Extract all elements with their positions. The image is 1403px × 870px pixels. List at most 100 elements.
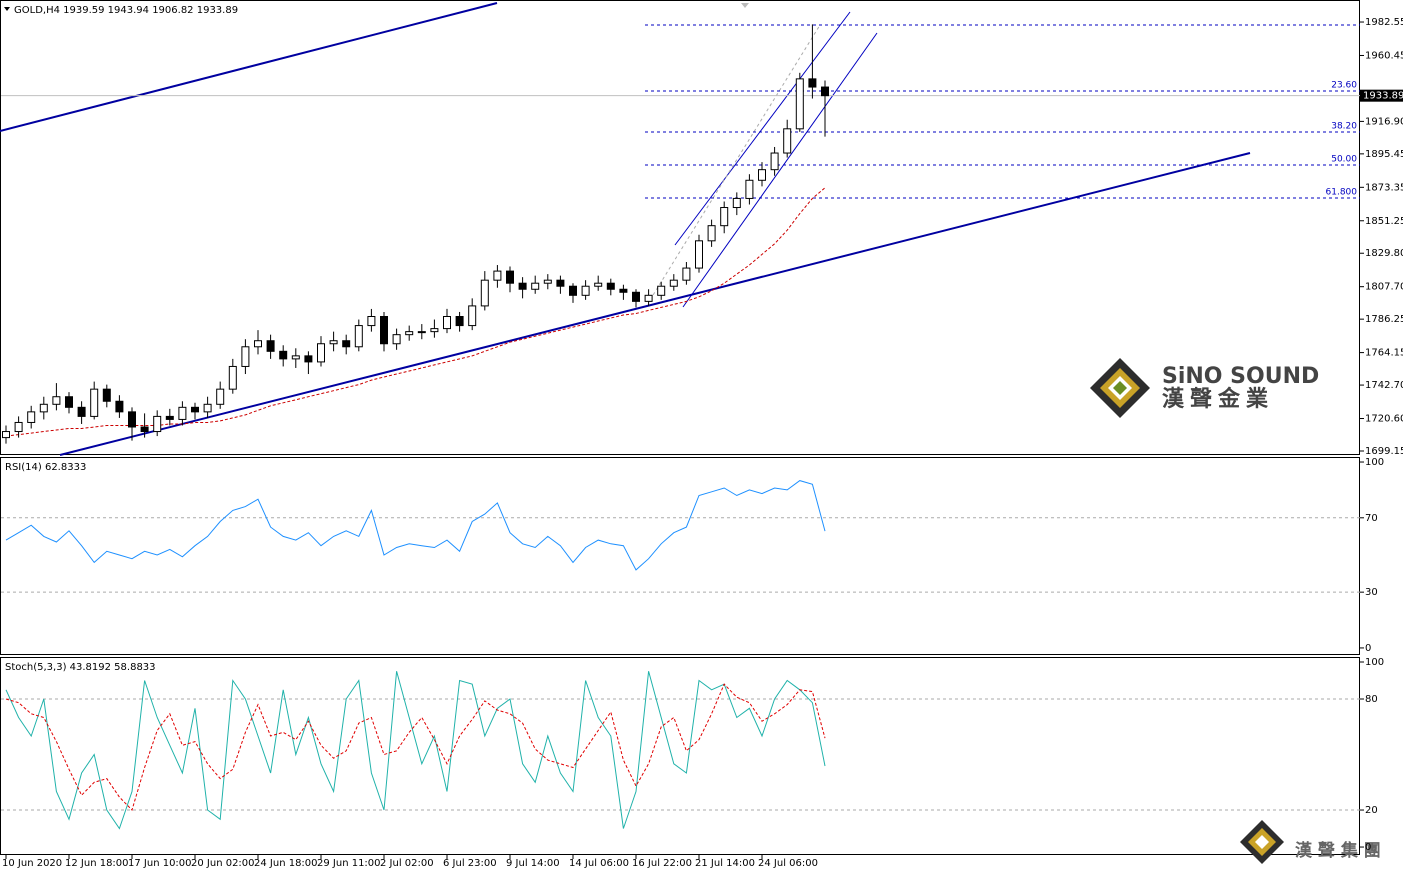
candle-body — [102, 388, 111, 402]
candle-body — [732, 197, 741, 209]
candle-body — [594, 282, 603, 287]
candle-body — [619, 288, 628, 293]
y-tick-label: 100 — [1365, 457, 1384, 468]
channel-line — [674, 11, 851, 246]
indicator-line — [5, 683, 826, 811]
candle-body — [581, 285, 590, 296]
x-tick-label: 10 Jun 2020 — [2, 858, 62, 869]
moving-average — [5, 187, 826, 437]
candle-body — [14, 421, 23, 433]
x-tick-label: 6 Jul 23:00 — [443, 858, 497, 869]
y-tick-label: 1786.25 — [1365, 314, 1403, 325]
candle-body — [506, 270, 514, 284]
candle-body — [39, 403, 48, 413]
candle-body — [329, 340, 338, 345]
candle-body — [52, 396, 61, 405]
y-tick-label: 80 — [1365, 694, 1378, 705]
candle-body — [682, 267, 691, 281]
candle-body — [77, 406, 86, 417]
candle-body — [480, 279, 489, 307]
candle-body — [115, 400, 124, 413]
fib-label: 38.20 — [1331, 121, 1357, 131]
candle-body — [543, 279, 552, 284]
y-tick-label: 1742.70 — [1365, 380, 1403, 391]
candle-body — [140, 426, 149, 433]
candle-body — [669, 279, 678, 287]
footer-logo: 漢 聲 集 團 — [1240, 820, 1381, 864]
candle-body — [783, 128, 792, 154]
x-tick-label: 9 Jul 14:00 — [506, 858, 560, 869]
pane-title: GOLD,H4 1939.59 1943.94 1906.82 1933.89 — [14, 5, 238, 16]
x-tick-label: 16 Jul 22:00 — [632, 858, 692, 869]
candle-body — [632, 291, 640, 302]
main-pane — [0, 0, 1360, 455]
candle-body — [392, 334, 401, 345]
x-tick-label: 21 Jul 14:00 — [695, 858, 755, 869]
x-tick-label: 17 Jun 10:00 — [128, 858, 192, 869]
candle-body — [2, 431, 10, 439]
candle-body — [65, 396, 73, 408]
candle-body — [758, 169, 766, 181]
y-tick-label: 0 — [1365, 643, 1371, 654]
candle-body — [266, 340, 275, 352]
channel-line — [682, 32, 878, 308]
x-tick-label: 14 Jul 06:00 — [569, 858, 629, 869]
footer-text: 漢 聲 集 團 — [1295, 840, 1381, 861]
candle-body — [317, 343, 325, 363]
last-price-box — [1360, 89, 1403, 102]
candle-body — [720, 207, 729, 227]
candle-body — [770, 152, 779, 171]
candle-body — [430, 328, 439, 333]
fib-label: 61.800 — [1326, 187, 1358, 197]
symbol-arrow — [4, 7, 10, 11]
candle-body — [657, 285, 666, 296]
candle-body — [405, 331, 414, 336]
candle-body — [455, 316, 464, 327]
y-tick-label: 1895.45 — [1365, 149, 1403, 160]
candle-body — [153, 415, 162, 433]
y-tick-label: 1851.25 — [1365, 216, 1403, 227]
candle-body — [808, 78, 817, 88]
candle-body — [695, 240, 703, 269]
candle-body — [417, 331, 426, 334]
y-tick-label: 30 — [1365, 587, 1378, 598]
candle-body — [606, 282, 615, 290]
candle-body — [518, 282, 527, 290]
candle-body — [531, 282, 540, 290]
brand-name: SiNO SOUND — [1162, 364, 1319, 389]
y-tick-label: 1873.35 — [1365, 182, 1403, 193]
candle-body — [216, 388, 225, 405]
indicator-line — [5, 480, 826, 571]
candle-body — [745, 179, 754, 199]
candle-body — [367, 316, 376, 327]
x-tick-label: 20 Jun 02:00 — [191, 858, 255, 869]
rsi-pane — [0, 457, 1360, 655]
candle-body — [795, 78, 804, 130]
y-tick-label: 1982.55 — [1365, 17, 1403, 28]
watermark-logo: SiNO SOUND 漢聲金業 — [1090, 358, 1319, 418]
y-tick-label: 1829.80 — [1365, 248, 1403, 259]
y-tick-label: 1764.15 — [1365, 348, 1403, 359]
pane-title: RSI(14) 62.8333 — [5, 462, 86, 473]
candle-body — [821, 86, 829, 97]
stoch-pane — [0, 657, 1360, 855]
x-tick-label: 24 Jun 18:00 — [254, 858, 318, 869]
last-price-label: 1933.89 — [1363, 91, 1403, 102]
candle-body — [203, 403, 212, 413]
fib-label: 50.00 — [1331, 154, 1357, 164]
candle-body — [342, 340, 351, 348]
candle-body — [380, 316, 388, 345]
candle-body — [493, 270, 502, 281]
candle-body — [128, 411, 136, 428]
candle-body — [707, 225, 716, 242]
brand-chinese: 漢聲金業 — [1162, 386, 1274, 412]
pane-title: Stoch(5,3,3) 43.8192 58.8833 — [5, 662, 156, 673]
candle-body — [644, 294, 653, 302]
drawings — [0, 2, 1251, 456]
candle-body — [304, 355, 313, 363]
candle-body — [279, 350, 288, 360]
candle-body — [291, 355, 300, 360]
candle-body — [228, 365, 237, 390]
